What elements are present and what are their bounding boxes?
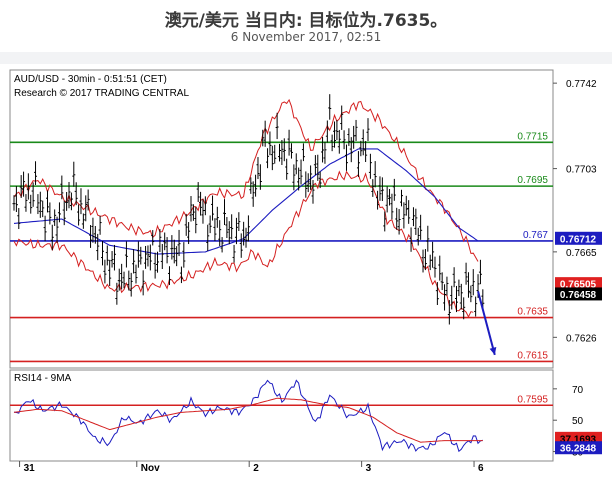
price-tag-0 <box>555 231 602 245</box>
level-label-2: 0.767 <box>523 230 548 241</box>
price-bars <box>12 94 485 325</box>
y-tick-label: 0.7665 <box>566 248 597 259</box>
level-label-3: 0.7635 <box>517 307 548 318</box>
bollinger-band-0 <box>13 98 479 262</box>
rsi-panel-label: RSI14 - 9MA <box>14 373 72 384</box>
y-tick-label: 0.7703 <box>566 165 597 176</box>
rsi-y-tick-label: 50 <box>572 416 584 427</box>
level-label-0: 0.7715 <box>517 131 548 142</box>
x-tick-label: 2 <box>253 463 259 474</box>
price-tag-2 <box>555 287 602 301</box>
rsi-tag-label-0: 37.1693 <box>560 434 597 445</box>
level-label-5: 0.7595 <box>517 394 548 405</box>
x-tick-label: 6 <box>478 463 484 474</box>
rsi-tag-label-1: 36.2848 <box>560 444 597 455</box>
price-tag-label-1: 0.76505 <box>560 280 597 291</box>
level-label-1: 0.7695 <box>517 175 548 186</box>
price-tag-label-2: 0.76458 <box>560 290 597 301</box>
rsi-tag-1 <box>555 441 602 455</box>
y-tick-label: 0.7626 <box>566 333 597 344</box>
forecast-arrow-line <box>477 291 496 356</box>
main-panel-frame <box>9 69 554 369</box>
forecast-arrow-head <box>489 347 497 355</box>
copyright-label: Research © 2017 TRADING CENTRAL <box>14 88 189 99</box>
header-separator <box>0 52 612 64</box>
price-tag-label-0: 0.76712 <box>560 234 597 245</box>
level-label-4: 0.7615 <box>517 350 548 361</box>
x-tick-label: Nov <box>141 463 160 474</box>
y-tick-label: 0.7742 <box>566 79 597 90</box>
main-panel-label: AUD/USD - 30min - 0:51:51 (CET) <box>14 74 167 85</box>
rsi-ma-line <box>13 397 483 443</box>
page-subtitle: 6 November 2017, 02:51 <box>230 30 382 44</box>
price-tag-1 <box>555 277 602 291</box>
rsi-panel-frame <box>9 369 554 462</box>
x-tick-label: 31 <box>24 463 36 474</box>
rsi-y-tick-label: 70 <box>572 385 584 396</box>
x-tick-label: 3 <box>366 463 372 474</box>
page-title: 澳元/美元 当日内: 目标位为.7635。 <box>164 11 448 31</box>
